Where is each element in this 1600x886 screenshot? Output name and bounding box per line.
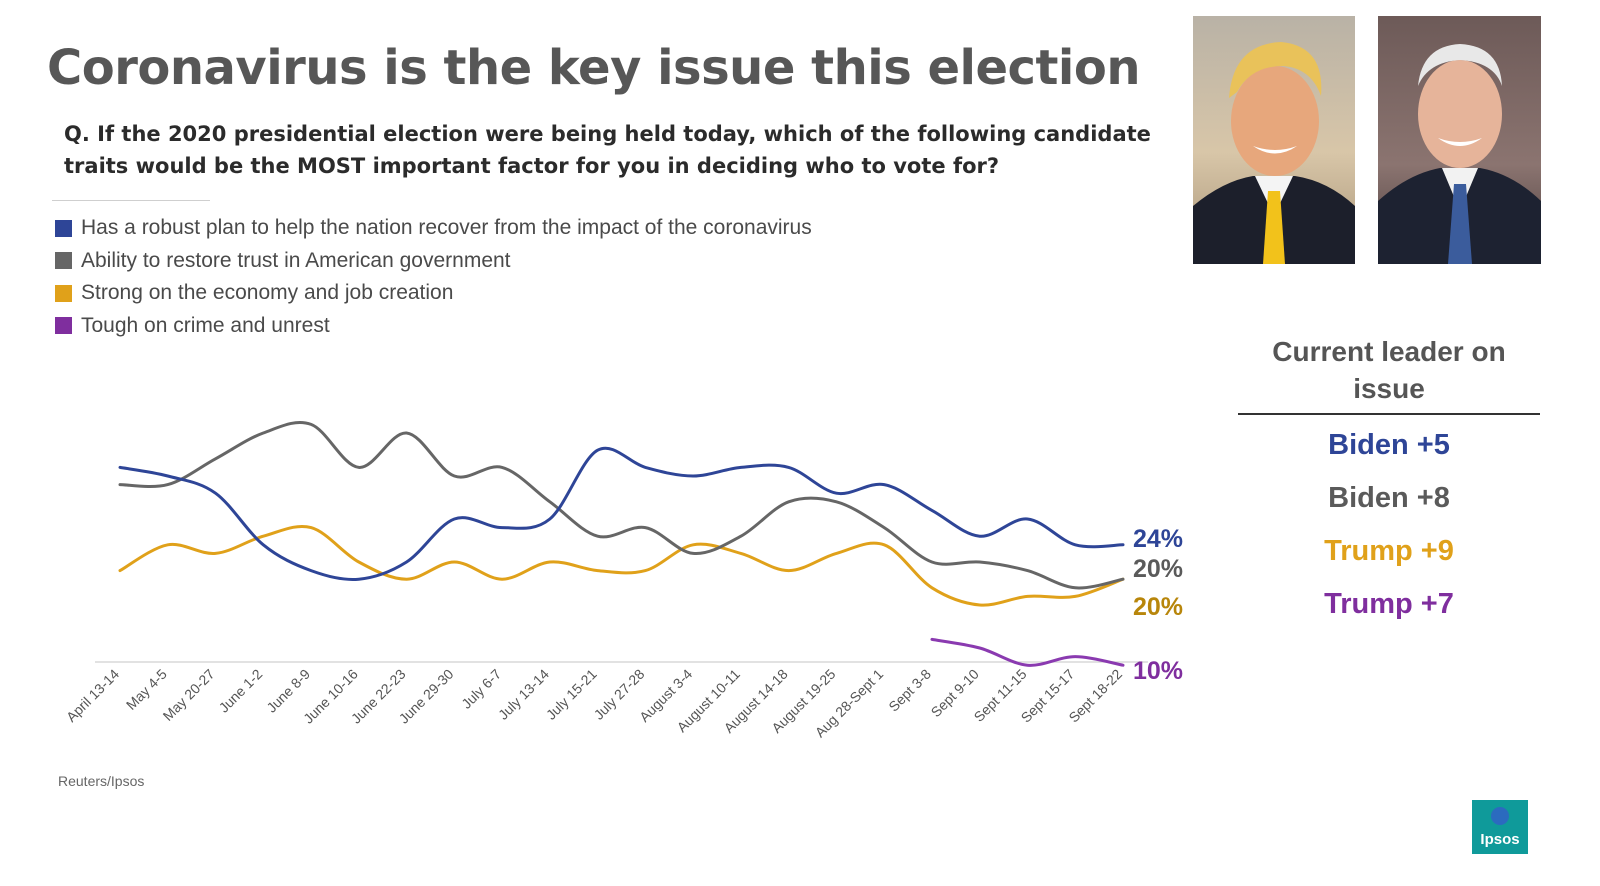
legend-swatch	[55, 317, 72, 335]
series-line	[118, 421, 1125, 590]
series-line	[118, 525, 1125, 607]
legend-label: Has a robust plan to help the nation rec…	[81, 216, 812, 240]
x-tick-label: May 20-27	[160, 666, 218, 724]
leader-row: Biden +5	[1328, 429, 1450, 461]
leader-panel: Current leader on issue Biden +5 Biden +8…	[1238, 333, 1540, 631]
x-tick-label: July 13-14	[495, 666, 552, 723]
legend-label: Strong on the economy and job creation	[81, 281, 454, 305]
legend-item: Has a robust plan to help the nation rec…	[55, 212, 812, 245]
logo-text: Ipsos	[1480, 831, 1519, 848]
x-tick-label: June 1-2	[216, 666, 266, 716]
biden-photo	[1378, 16, 1541, 264]
divider	[52, 200, 210, 201]
leader-row: Trump +9	[1324, 535, 1454, 567]
survey-question: Q. If the 2020 presidential election wer…	[64, 122, 1151, 178]
legend-swatch	[55, 219, 72, 237]
slide-title: Coronavirus is the key issue this electi…	[47, 40, 1141, 96]
trump-photo	[1193, 16, 1355, 264]
leader-panel-title: Current leader on issue	[1272, 336, 1506, 404]
series-line	[118, 446, 1125, 581]
leader-panel-rule	[1238, 413, 1540, 415]
x-tick-label: May 4-5	[123, 666, 170, 713]
x-tick-label: July 6-7	[458, 666, 504, 712]
x-tick-label: July 15-21	[543, 666, 600, 723]
source-note: Reuters/Ipsos	[58, 773, 145, 789]
end-value-label: 20%	[1133, 593, 1183, 621]
end-value-label: 24%	[1133, 525, 1183, 553]
chart-legend: Has a robust plan to help the nation rec…	[55, 212, 812, 342]
legend-item: Ability to restore trust in American gov…	[55, 245, 812, 278]
end-value-label: 20%	[1133, 555, 1183, 583]
ipsos-logo: Ipsos	[1472, 800, 1528, 854]
x-tick-label: April 13-14	[63, 666, 122, 725]
legend-swatch	[55, 252, 72, 270]
x-tick-label: Sept 3-8	[885, 666, 934, 715]
leader-row: Trump +7	[1324, 588, 1454, 620]
series-line	[930, 637, 1125, 667]
end-value-label: 10%	[1133, 657, 1183, 685]
legend-swatch	[55, 284, 72, 302]
legend-label: Tough on crime and unrest	[81, 313, 330, 337]
x-tick-label: June 8-9	[263, 666, 313, 716]
legend-label: Ability to restore trust in American gov…	[81, 248, 511, 272]
legend-item: Tough on crime and unrest	[55, 310, 812, 343]
legend-item: Strong on the economy and job creation	[55, 277, 812, 310]
leader-row: Biden +8	[1328, 482, 1450, 514]
